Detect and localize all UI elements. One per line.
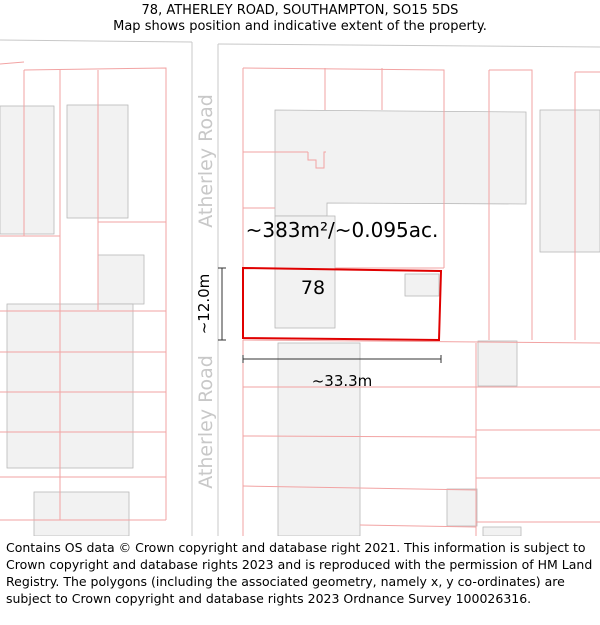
building <box>482 526 522 536</box>
road-name-label-south: Atherley Road <box>195 355 217 489</box>
map-subtitle: Map shows position and indicative extent… <box>113 19 487 34</box>
width-dimension-label: ~33.3m <box>312 372 373 390</box>
parcel-boundaries <box>0 61 600 536</box>
property-boundary[interactable] <box>242 266 443 342</box>
map-header: 78, ATHERLEY ROAD, SOUTHAMPTON, SO15 5DS… <box>0 0 600 40</box>
building <box>404 273 440 297</box>
property-map[interactable]: Atherley Road Atherley Road ~383m²/~0.09… <box>0 38 600 536</box>
building <box>6 303 134 469</box>
building <box>33 491 130 536</box>
building <box>274 215 336 329</box>
road-edges <box>0 39 600 536</box>
area-label: ~383m²/~0.095ac. <box>246 218 439 242</box>
height-dimension-label: ~12.0m <box>195 274 213 335</box>
attribution-text: Contains OS data © Crown copyright and d… <box>6 540 593 606</box>
width-dimension <box>242 355 442 363</box>
property-address: 78, ATHERLEY ROAD, SOUTHAMPTON, SO15 5DS <box>141 3 459 18</box>
building <box>0 105 55 235</box>
plot-number-label: 78 <box>301 277 325 299</box>
road-labels: Atherley Road Atherley Road <box>195 94 217 489</box>
height-dimension <box>218 267 226 341</box>
building <box>477 340 518 387</box>
building <box>274 109 527 217</box>
building <box>539 109 600 253</box>
building <box>446 488 478 527</box>
building <box>97 254 145 305</box>
road-name-label-north: Atherley Road <box>195 94 217 228</box>
building <box>277 342 361 536</box>
